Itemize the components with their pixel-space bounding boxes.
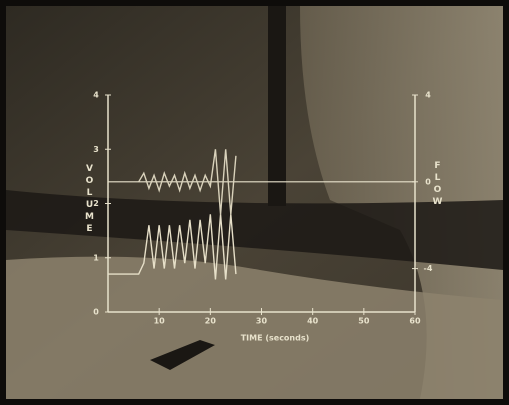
x-tick-label: 30: [256, 317, 268, 326]
y2-axis-label: FLOW: [432, 161, 442, 209]
x-tick-label: 20: [205, 317, 217, 326]
strap: [268, 6, 286, 206]
y2-tick-label: 4: [425, 91, 431, 100]
y-tick-label: 1: [93, 253, 99, 262]
x-tick-label: 40: [307, 317, 319, 326]
y2-tick-label: 0: [425, 177, 431, 186]
x-tick-label: 60: [409, 317, 421, 326]
x-tick-label: 50: [358, 317, 370, 326]
y-tick-label: 3: [93, 145, 99, 154]
y2-tick-label: -4: [424, 264, 433, 273]
y-tick-label: 4: [93, 91, 99, 100]
x-axis-label: TIME (seconds): [241, 334, 310, 343]
y-tick-label: 0: [93, 308, 99, 317]
y-tick-label: 2: [93, 199, 99, 208]
x-tick-label: 10: [154, 317, 166, 326]
screenshot: VOLUME FLOW TIME (seconds) 1020304050600…: [0, 0, 509, 405]
